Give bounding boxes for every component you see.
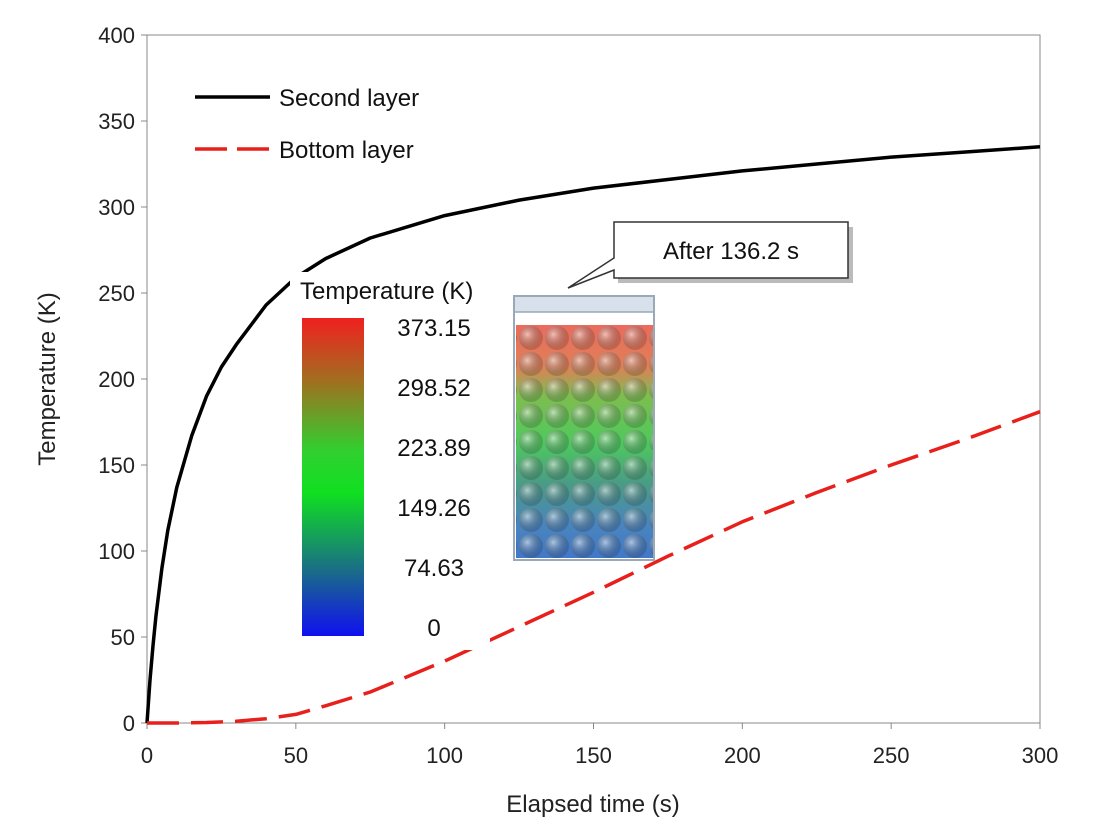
- colorbar-tick-label: 74.63: [404, 555, 464, 582]
- series-line-second-layer: [145, 145, 1041, 724]
- legend-label-bottom-layer: Bottom layer: [279, 137, 414, 164]
- particle-box-top-face: [514, 296, 654, 312]
- x-tick-label: 50: [284, 743, 308, 768]
- x-tick-label: 300: [1022, 743, 1059, 768]
- particle-box-outline: [513, 295, 655, 561]
- x-tick-label: 200: [724, 743, 761, 768]
- y-tick-label: 400: [98, 23, 135, 48]
- y-tick-label: 150: [98, 453, 135, 478]
- colorbar-tick-label: 0: [427, 615, 440, 642]
- callout-text: After 136.2 s: [663, 238, 799, 265]
- particle-box-render: [513, 295, 655, 561]
- x-tick-label: 0: [141, 743, 153, 768]
- series-layer: [145, 145, 1041, 725]
- y-tick-label: 100: [98, 539, 135, 564]
- x-tick-label: 150: [575, 743, 612, 768]
- y-tick-label: 250: [98, 281, 135, 306]
- y-axis: 0 50 100 150 200 250 300 350 400: [98, 23, 147, 736]
- callout: After 136.2 s: [567, 221, 853, 289]
- y-tick-label: 50: [111, 625, 135, 650]
- y-tick-label: 200: [98, 367, 135, 392]
- y-tick-label: 0: [123, 711, 135, 736]
- colorbar-tick-labels: 373.15 298.52 223.89 149.26 74.63 0: [397, 315, 470, 642]
- callout-bubble: [567, 221, 849, 289]
- x-axis-title: Elapsed time (s): [506, 791, 679, 818]
- inset-colorbar: Temperature (K) 373.15 298.52 223.89 149.26…: [290, 272, 490, 650]
- colorbar-tick-label: 298.52: [397, 375, 470, 402]
- particle-box-texture: [516, 325, 654, 558]
- colorbar-tick-label: 373.15: [397, 315, 470, 342]
- legend-label-second-layer: Second layer: [279, 85, 419, 112]
- colorbar-tick-label: 223.89: [397, 435, 470, 462]
- x-axis: 0 50 100 150 200 250 300: [141, 723, 1058, 768]
- colorbar-title: Temperature (K): [300, 278, 473, 305]
- y-tick-label: 350: [98, 109, 135, 134]
- colorbar-tick-label: 149.26: [397, 495, 470, 522]
- legend: Second layer Bottom layer: [195, 85, 419, 164]
- y-tick-label: 300: [98, 195, 135, 220]
- x-tick-label: 100: [426, 743, 463, 768]
- x-tick-label: 250: [873, 743, 910, 768]
- colorbar-gradient: [302, 318, 364, 636]
- y-axis-title: Temperature (K): [34, 292, 61, 465]
